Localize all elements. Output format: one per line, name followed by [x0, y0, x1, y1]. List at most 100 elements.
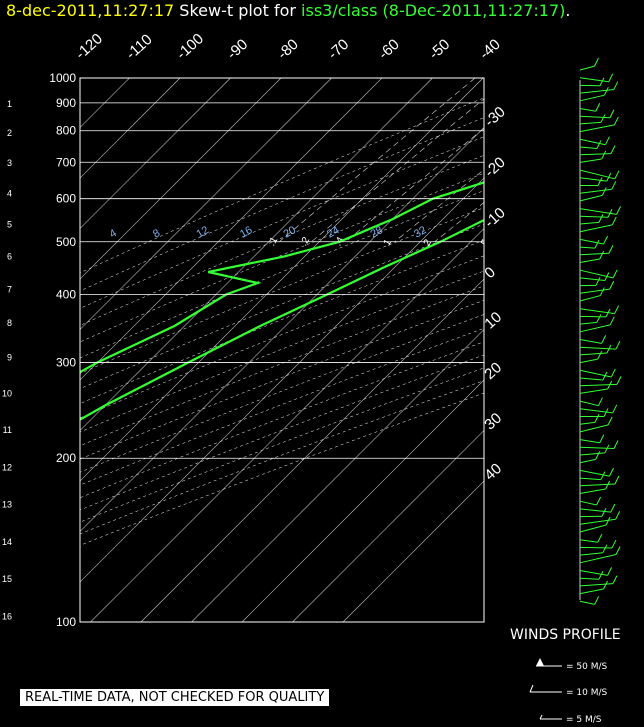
isobar-label: 200 — [56, 451, 76, 465]
wind-barb — [579, 358, 598, 364]
dry-adiabat-line — [80, 285, 484, 447]
disclaimer-banner: REAL-TIME DATA, NOT CHECKED FOR QUALITY — [20, 689, 330, 706]
dry-adiabat-line — [80, 207, 484, 374]
isotherm-label: 10 — [481, 309, 505, 333]
wind-barb-flag — [597, 533, 603, 543]
wind-barb-flag — [608, 245, 614, 254]
isotherm-label: -30 — [481, 103, 508, 130]
title-source: iss3/class (8-Dec-2011,11:27:17) — [301, 1, 566, 20]
wind-barb — [579, 324, 611, 333]
wind-barb-flag — [609, 109, 615, 118]
wind-barb-flag — [603, 580, 609, 590]
wind-barb — [579, 89, 614, 94]
wind-barb — [579, 383, 617, 387]
chart-title: 8-dec-2011,11:27:17 Skew-t plot for iss3… — [6, 1, 570, 20]
isobar-label: 500 — [56, 235, 76, 249]
isotherm-label: -90 — [224, 36, 251, 63]
wind-barb — [579, 583, 613, 587]
wind-barb-flag — [596, 314, 602, 323]
mixing-ratio-line — [311, 98, 484, 243]
wind-barb — [579, 146, 597, 149]
isotherm-line — [342, 480, 484, 622]
height-km-label: 3 — [7, 158, 12, 168]
isotherm-label: -100 — [173, 30, 207, 63]
wind-barb-flag — [611, 539, 617, 549]
dry-adiabat-line — [80, 314, 484, 473]
wind-barb-flag — [608, 73, 614, 82]
height-km-label: 15 — [2, 574, 12, 584]
wind-barb — [579, 221, 599, 225]
mixing-ratio-line — [279, 78, 476, 243]
wind-barb-flag — [615, 546, 621, 555]
height-km-label: 6 — [7, 251, 12, 261]
wind-barb-flag — [606, 344, 612, 354]
wind-barb-flag — [605, 516, 611, 526]
wind-barb-flag — [600, 471, 606, 480]
isotherm-label: 30 — [481, 410, 505, 434]
mixing-ratio-line — [394, 169, 484, 243]
dry-adiabat-line — [80, 392, 484, 546]
dry-adiabat-line — [80, 190, 484, 359]
isotherm-label: -10 — [481, 204, 508, 231]
isotherm-label: -40 — [476, 36, 503, 63]
wind-barb-flag — [601, 507, 607, 517]
mixing-ratio-label: 1 — [382, 237, 395, 248]
isobar-label: 1000 — [49, 71, 76, 85]
wind-barb — [579, 77, 609, 83]
isotherm-line — [80, 78, 282, 280]
wind-barb — [579, 321, 597, 325]
isotherm-line — [191, 329, 484, 622]
height-km-label: 14 — [2, 537, 12, 547]
wind-barb-flag — [610, 145, 616, 154]
wind-barb — [579, 452, 605, 456]
wind-barb — [579, 224, 613, 233]
dry-adiabat-line — [80, 300, 484, 460]
wind-barb-flag — [601, 150, 607, 160]
wind-barb — [579, 600, 595, 605]
wind-barb-flag — [609, 316, 615, 326]
wind-barb — [579, 339, 602, 344]
wind-barb-flag — [594, 414, 600, 423]
wind-barb-flag — [613, 81, 619, 90]
wind-barb — [579, 446, 614, 449]
wind-barb — [579, 269, 614, 279]
wind-barb-flag — [599, 250, 605, 260]
isotherm-line — [241, 379, 484, 622]
wind-barb — [579, 388, 608, 394]
wind-barb — [579, 277, 605, 282]
wind-barb — [579, 288, 610, 294]
wind-barb-flag — [607, 567, 613, 576]
isotherm-label: -80 — [274, 36, 301, 63]
wind-barb-flag — [597, 177, 603, 186]
wind-barb — [579, 421, 595, 425]
dry-adiabat-line — [80, 380, 484, 535]
mixing-ratio-label: 8 — [511, 237, 524, 248]
isotherm-line — [80, 78, 181, 179]
wind-barb-flag — [612, 269, 618, 279]
mixing-ratio-label: 2 — [422, 237, 435, 248]
wind-barb-flag — [612, 404, 618, 414]
mixing-ratio-label: 12 — [539, 233, 554, 249]
wind-barb — [579, 258, 600, 263]
wind-barb-flag — [615, 340, 621, 350]
isobar-label: 800 — [56, 124, 76, 138]
wind-barb — [579, 124, 615, 133]
wind-barb-flag — [601, 335, 607, 344]
height-km-label: 13 — [2, 500, 12, 510]
wind-barb — [579, 158, 602, 163]
isotherm-line — [80, 177, 484, 583]
wind-barb-flag — [596, 140, 602, 149]
wind-barb-flag — [598, 214, 604, 223]
wind-barb-flag — [615, 511, 621, 520]
wind-barb — [579, 483, 615, 487]
dewpoint-profile-line — [80, 181, 484, 374]
wind-barb — [579, 577, 600, 580]
wind-barb — [579, 65, 595, 71]
mixing-ratio-line — [434, 202, 484, 243]
height-km-label: 12 — [2, 462, 12, 472]
wind-barb-flag — [594, 57, 599, 67]
isobar-label: 700 — [56, 155, 76, 169]
isobar-label: 100 — [56, 615, 76, 629]
wind-barb-flag — [603, 235, 609, 245]
